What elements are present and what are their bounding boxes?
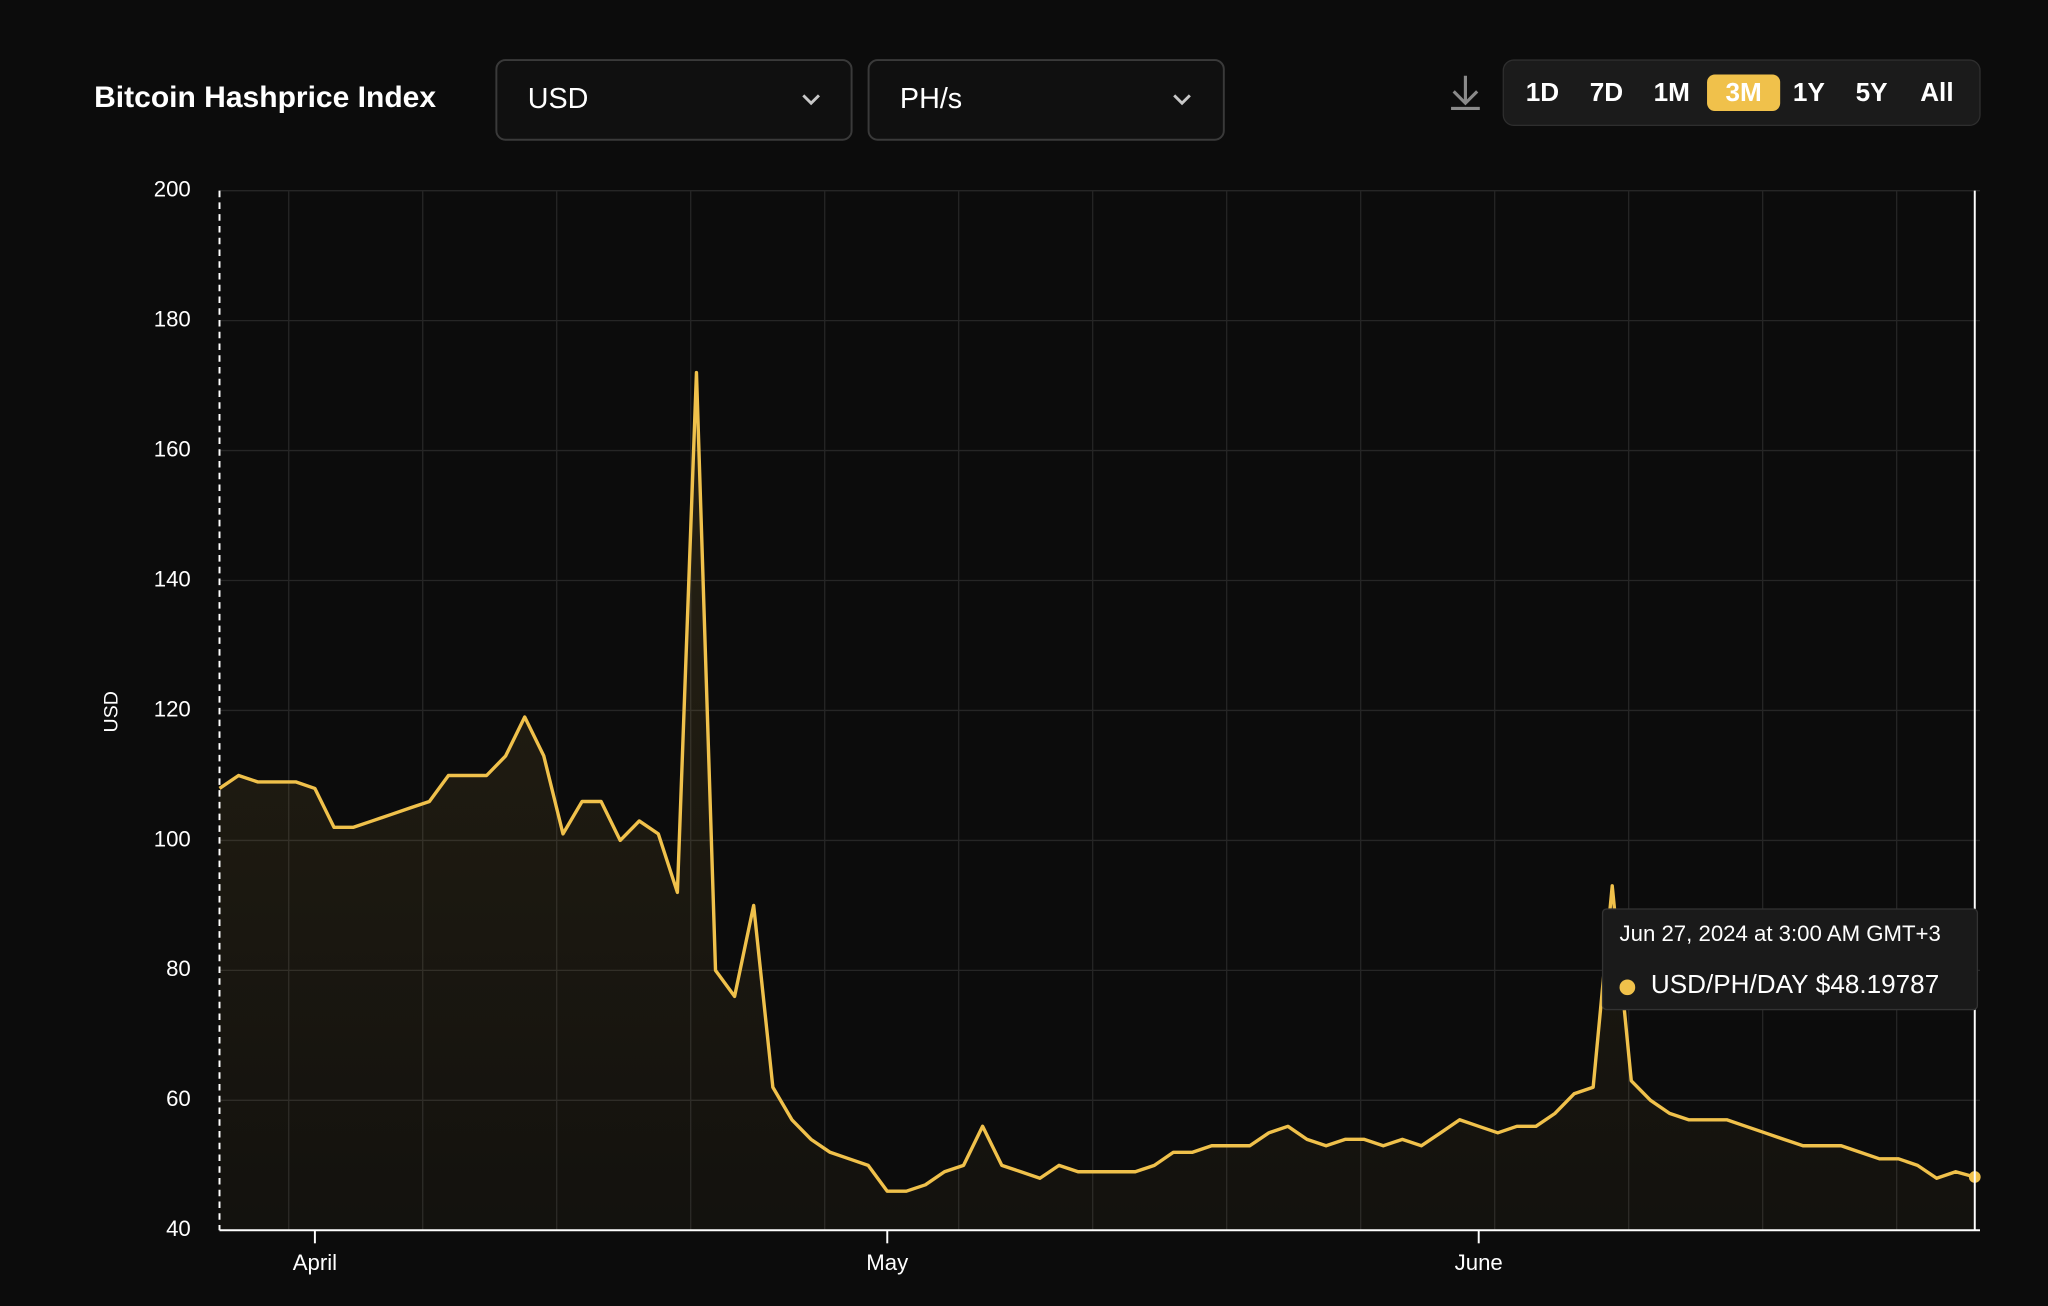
x-tick-label: June [1455,1250,1503,1275]
dropdown-box[interactable] [495,59,853,141]
line [218,370,1976,1193]
y-tick-label: 120 [154,696,191,721]
dropdown-label[interactable]: USD [528,83,589,115]
y-tick-label: 60 [166,1086,191,1111]
dropdown-label[interactable]: PH/s [900,83,962,115]
tooltip-box [1601,908,1979,1011]
range-button[interactable]: 3M [1725,77,1761,107]
currency-dropdown[interactable]: USD [495,59,853,141]
tooltip-series: USD/PH/DAY [1651,969,1809,999]
tooltip: Jun 27, 2024 at 3:00 AM GMT+3 USD/PH/DAY… [1601,908,1979,1011]
area [219,372,1975,1231]
range-button[interactable]: All [1920,77,1953,107]
y-tick-label: 80 [166,956,191,981]
y-tick-label: 40 [166,1216,191,1241]
x-tick-label: April [293,1250,337,1275]
range-buttons: 1D 7D 1M 3M 1Y 5Y All [1526,74,1954,112]
title: Bitcoin Hashprice Index [94,81,436,114]
tooltip-value: USD/PH/DAY $48.19787 [1651,969,1939,999]
range-button[interactable]: 1M [1654,77,1690,107]
chevron [802,94,820,106]
plot: 40 60 80 100 120 140 160 180 200 April May June [154,177,1981,1275]
range-button[interactable]: 7D [1590,77,1623,107]
y-tick-label: 140 [154,566,191,591]
range-button[interactable]: 5Y [1856,77,1888,107]
tooltip-label: $48.19787 [1816,969,1939,999]
y-tick-label: 160 [154,436,191,461]
chevron [1173,94,1191,106]
y-axis-label: USD [101,691,123,732]
x-tick-label: May [866,1250,909,1275]
download-icon[interactable] [1451,75,1480,110]
y-tick-label: 100 [154,826,191,851]
range-active-bg[interactable] [1707,74,1781,112]
y-tick-label: 180 [154,306,191,331]
dropdown-box[interactable] [867,59,1225,141]
range-button[interactable]: 1D [1526,77,1559,107]
tooltip-dot [1619,979,1636,996]
y-tick-label: 200 [154,177,191,202]
tooltip-title: Jun 27, 2024 at 3:00 AM GMT+3 [1620,921,1941,946]
download-button[interactable] [1451,75,1480,110]
range-button[interactable]: 1Y [1793,77,1825,107]
unit-dropdown[interactable]: PH/s [867,59,1225,141]
